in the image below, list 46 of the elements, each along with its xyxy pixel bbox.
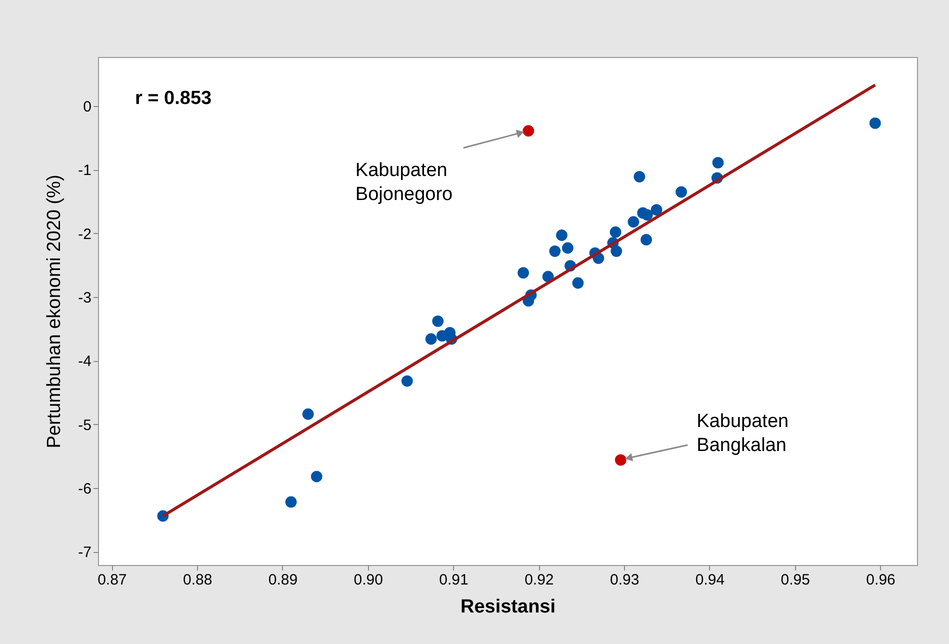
- y-tick-label: -1: [78, 162, 92, 180]
- x-tick-label: 0.90: [354, 572, 383, 588]
- point: [640, 234, 652, 246]
- x-tick-label: 0.96: [866, 572, 896, 588]
- point: [676, 186, 687, 198]
- point: [610, 226, 622, 238]
- y-tick-label: -7: [78, 544, 92, 562]
- point: [712, 156, 724, 168]
- x-tick-label: 0.93: [610, 572, 640, 588]
- annotation: Kabupaten Bangkalan: [696, 410, 789, 456]
- point: [302, 408, 314, 420]
- point: [610, 245, 622, 257]
- y-axis-title: Pertumbuhan ekonomi 2020 (%): [44, 174, 66, 448]
- point: [869, 118, 881, 129]
- point: [522, 125, 534, 137]
- x-tick-label: 0.89: [268, 572, 298, 588]
- point: [432, 315, 444, 327]
- point: [572, 277, 584, 289]
- point: [634, 170, 646, 182]
- x-tick-label: 0.94: [695, 572, 725, 588]
- point: [556, 230, 568, 241]
- y-tick-label: -3: [78, 289, 92, 306]
- annotation: r = 0.853: [135, 88, 212, 109]
- x-tick-label: 0.95: [780, 572, 810, 588]
- y-tick-label: -6: [78, 480, 92, 498]
- y-tick-label: 0: [83, 98, 92, 116]
- y-tick-label: -4: [78, 353, 92, 370]
- point: [628, 216, 640, 228]
- annotation: Kabupaten Bojonegoro: [355, 160, 453, 205]
- x-tick-label: 0.88: [182, 572, 212, 588]
- point: [518, 267, 529, 278]
- x-axis-title: Resistansi: [460, 596, 556, 618]
- y-tick-label: -2: [78, 226, 92, 243]
- x-tick-label: 0.92: [524, 572, 554, 588]
- y-tick-label: -5: [78, 416, 92, 434]
- point: [614, 454, 626, 466]
- x-tick-label: 0.87: [98, 572, 127, 588]
- point: [641, 209, 653, 221]
- point: [549, 245, 561, 257]
- point: [425, 333, 437, 345]
- point: [310, 470, 322, 482]
- x-tick-label: 0.91: [439, 572, 468, 588]
- point: [401, 375, 413, 387]
- point: [562, 242, 574, 254]
- point: [650, 204, 662, 216]
- point: [285, 496, 297, 508]
